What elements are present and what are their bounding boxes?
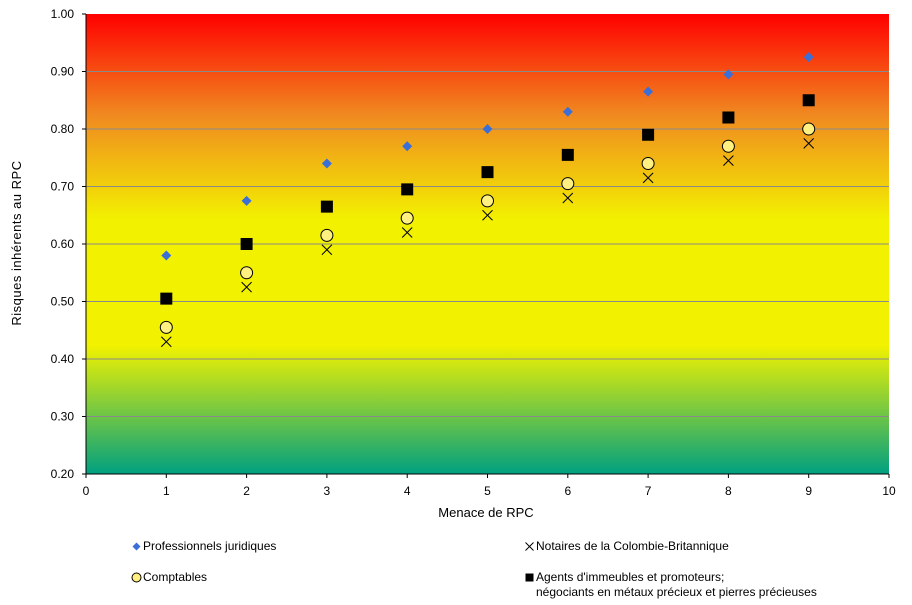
gridlines <box>82 13 890 478</box>
square-icon <box>525 573 534 582</box>
diamond-point <box>643 86 654 97</box>
diamond-point <box>402 141 413 152</box>
x-mark-icon <box>525 542 534 551</box>
legend-item-agents: Agents d'immeubles et promoteurs; négoci… <box>524 570 817 600</box>
legend-item-professionnels: Professionnels juridiques <box>131 539 276 554</box>
square-point <box>320 200 333 213</box>
circle-point <box>802 122 816 136</box>
x-tick-label: 3 <box>324 484 331 498</box>
legend-item-comptables: Comptables <box>131 570 207 585</box>
circle-point <box>641 157 655 170</box>
y-tick-label: 0.20 <box>51 467 75 481</box>
legend-item-notaires: Notaires de la Colombie-Britannique <box>524 539 729 554</box>
y-tick-label: 1.00 <box>51 7 75 21</box>
chart: 0.20 0.30 0.40 0.50 0.60 0.70 0.80 0.90 1.00 0 1 2 3… <box>9 7 896 520</box>
circle-point <box>159 320 173 334</box>
x-tick-label: 8 <box>725 484 732 498</box>
circle-point <box>400 211 414 225</box>
legend-label-agents: Agents d'immeubles et promoteurs; négoci… <box>536 570 817 600</box>
diamond-point <box>562 106 573 117</box>
x-tick-label: 4 <box>404 484 411 498</box>
y-tick-label: 0.60 <box>51 237 75 251</box>
x-point <box>321 244 333 256</box>
y-tick-label: 0.40 <box>51 352 75 366</box>
x-tick-label: 1 <box>163 484 170 498</box>
data-marks <box>159 52 816 348</box>
circle-point <box>320 228 334 242</box>
y-tick-label: 0.80 <box>51 122 75 136</box>
square-point <box>561 148 574 161</box>
x-point <box>642 172 654 184</box>
circle-icon <box>131 572 142 583</box>
legend-label-agents-line2: négociants en métaux précieux et pierres… <box>536 585 817 599</box>
y-tick-label: 0.30 <box>51 410 75 424</box>
diamond-point <box>321 158 332 169</box>
x-point <box>241 281 252 293</box>
square-point <box>240 238 253 250</box>
legend-label-comptables: Comptables <box>143 570 208 584</box>
x-point <box>723 155 734 166</box>
x-tick-label: 10 <box>882 484 896 498</box>
circle-point <box>721 139 735 153</box>
legend-label-notaires: Notaires de la Colombie-Britannique <box>536 539 729 553</box>
legend-label-professionnels: Professionnels juridiques <box>143 539 277 553</box>
x-tick-label: 9 <box>805 484 812 498</box>
circle-point <box>561 177 575 191</box>
x-axis-label: Menace de RPC <box>438 505 533 520</box>
x-point <box>160 336 172 348</box>
square-point <box>481 166 494 179</box>
x-point <box>562 192 574 204</box>
square-point <box>642 128 655 141</box>
x-tick-label: 5 <box>484 484 491 498</box>
x-tick-label: 2 <box>243 484 250 498</box>
x-tick-label: 6 <box>564 484 571 498</box>
square-point <box>401 183 414 196</box>
tick-labels: 0.20 0.30 0.40 0.50 0.60 0.70 0.80 0.90 1.00 0 1 2 3… <box>51 7 896 498</box>
axes <box>85 14 889 475</box>
circle-point <box>481 194 494 208</box>
circle-point <box>240 266 254 280</box>
legend-label-agents-line1: Agents d'immeubles et promoteurs; <box>536 570 725 584</box>
diamond-point <box>161 250 172 261</box>
diamond-point <box>803 52 814 63</box>
diamond-point <box>723 69 734 80</box>
x-point <box>803 138 815 149</box>
diamond-icon <box>132 542 141 551</box>
y-tick-label: 0.90 <box>51 65 75 79</box>
y-tick-label: 0.50 <box>51 295 75 309</box>
x-tick-label: 7 <box>645 484 652 498</box>
y-axis-label: Risques inhérents au RPC <box>9 160 24 325</box>
y-tick-label: 0.70 <box>51 180 75 194</box>
diamond-point <box>241 195 252 206</box>
x-point <box>401 227 413 238</box>
x-tick-label: 0 <box>83 484 90 498</box>
square-point <box>802 94 815 107</box>
square-point <box>722 111 735 124</box>
square-point <box>160 292 173 305</box>
diamond-point <box>482 124 493 134</box>
x-point <box>482 209 493 221</box>
